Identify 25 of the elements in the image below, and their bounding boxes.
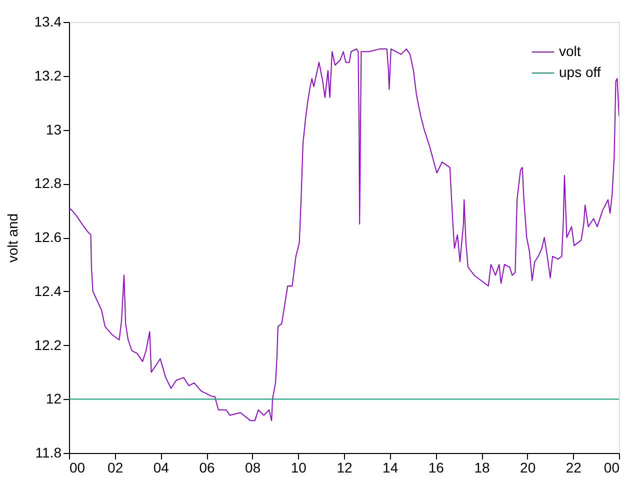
x-tick-label: 16: [428, 460, 444, 476]
y-tick-label: 12.2: [34, 336, 62, 353]
x-tick-label: 20: [520, 460, 536, 476]
x-tick-label: 02: [108, 460, 124, 476]
y-tick-label: 12.8: [34, 175, 62, 192]
y-tick-label: 13.4: [34, 14, 62, 30]
x-tick-label: 06: [199, 460, 215, 476]
x-tick-label: 18: [474, 460, 490, 476]
y-tick-label: 13.2: [34, 67, 62, 84]
y-tick-label: 12.4: [34, 282, 62, 299]
x-tick-label: 00: [604, 460, 620, 476]
x-tick-label: 08: [245, 460, 261, 476]
y-tick-label: 12.6: [34, 229, 62, 245]
y-tick-label: 11.8: [35, 444, 62, 460]
x-tick-label: 12: [336, 460, 352, 476]
legend-label: volt: [559, 43, 581, 59]
x-tick-label: 22: [566, 460, 582, 476]
legend-label: ups off: [559, 64, 601, 80]
x-tick-label: 00: [70, 460, 86, 476]
x-tick-label: 10: [290, 460, 307, 476]
x-tick-label: 04: [153, 460, 170, 476]
y-tick-label: 12: [46, 390, 62, 407]
y-axis-title: volt and: [4, 213, 20, 263]
x-tick-label: 14: [382, 460, 398, 476]
y-tick-label: 13: [46, 121, 62, 138]
